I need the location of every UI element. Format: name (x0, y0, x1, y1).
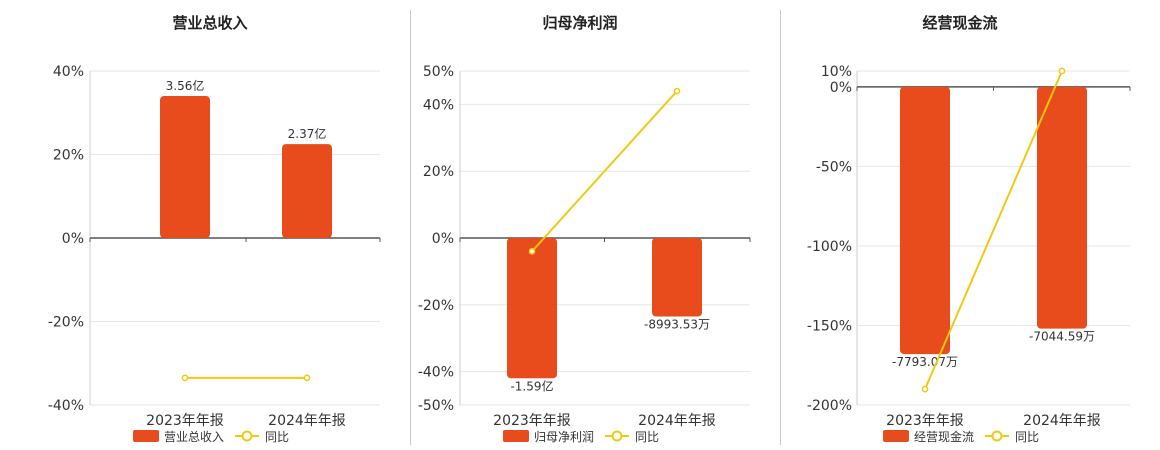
yoy-point (921, 385, 929, 393)
bar-data-label: -7793.07万 (892, 355, 958, 369)
y-tick-label: -20% (48, 315, 84, 331)
legend-line-label: 同比 (635, 430, 659, 444)
bar-data-label: -7044.59万 (1029, 330, 1095, 344)
net-profit-chart-svg: 归母净利润 50% 40% 20% 0% -20% -40% -50% -1.59亿 -8993.… (418, 14, 751, 444)
legend-bar-label: 营业总收入 (164, 430, 224, 444)
y-tick-label: 20% (53, 148, 84, 164)
y-tick-label: 10% (821, 64, 852, 80)
y-tick-label: 40% (53, 64, 84, 80)
y-tick-label: -150% (807, 318, 852, 334)
legend-bar-swatch (133, 430, 159, 442)
x-category-label: 2024年年报 (1023, 413, 1101, 429)
legend-bar-label: 经营现金流 (914, 429, 974, 444)
y-tick-label: -50% (418, 398, 454, 414)
panel-divider (410, 10, 411, 445)
y-tick-label: -200% (807, 398, 852, 414)
revenue-chart-svg: 营业总收入 40% 20% 0% -20% -40% 3.56亿 2.37亿 2023年年报 20… (48, 14, 381, 444)
yoy-line (531, 90, 678, 253)
bar-data-label: -1.59亿 (510, 378, 553, 393)
y-tick-label: 40% (423, 97, 454, 113)
y-tick-label: 0% (830, 80, 852, 96)
yoy-point (181, 374, 189, 382)
yoy-point (673, 87, 681, 95)
chart-title: 归母净利润 (542, 14, 617, 32)
bar-data-label: -8993.53万 (644, 317, 710, 331)
legend-line-label: 同比 (265, 430, 289, 444)
x-category-label: 2024年年报 (638, 413, 716, 429)
bar (652, 238, 702, 317)
y-tick-label: -40% (418, 365, 454, 381)
x-category-label: 2023年年报 (146, 413, 224, 429)
chart-title: 营业总收入 (172, 14, 247, 32)
legend-line-marker (991, 430, 1003, 442)
y-tick-label: 50% (423, 64, 454, 80)
cash-flow-chart-svg: 经营现金流 10%0% -50% -100% -150% -200% -7793.07万 -7… (807, 14, 1131, 444)
bar (160, 96, 210, 238)
chart-panel-net-profit: 归母净利润 50% 40% 20% 0% -20% -40% -50% -1.59亿 -8993.… (370, 0, 751, 450)
y-tick-label: 0% (432, 231, 454, 247)
legend-bar-swatch (503, 430, 529, 442)
yoy-point (1058, 67, 1066, 75)
y-tick-label: -50% (816, 159, 852, 175)
chart-title: 经营现金流 (922, 14, 997, 32)
y-tick-label: -40% (48, 398, 84, 414)
bar-data-label: 2.37亿 (288, 126, 327, 141)
bar (900, 86, 950, 355)
yoy-point (528, 248, 536, 255)
y-tick-label: -20% (418, 298, 454, 314)
legend-bar-swatch (883, 430, 909, 442)
bar (507, 238, 557, 379)
bar (282, 144, 332, 238)
y-tick-label: 20% (423, 164, 454, 180)
legend-line-marker (241, 430, 253, 442)
yoy-point (303, 374, 311, 382)
y-tick-label: -100% (807, 239, 852, 255)
chart-panel-revenue: 营业总收入 40% 20% 0% -20% -40% 3.56亿 2.37亿 2023年年报 20… (0, 0, 381, 450)
legend-line-marker (611, 430, 623, 442)
bar (1037, 86, 1087, 329)
chart-panel-cash-flow: 经营现金流 10% 0% -50% -100% -150% -200% -7793.07万 -7… (740, 0, 1131, 450)
x-category-label: 2024年年报 (268, 413, 346, 429)
x-category-label: 2023年年报 (493, 413, 571, 429)
panel-divider (780, 10, 781, 445)
x-category-label: 2023年年报 (886, 413, 964, 429)
yoy-line (924, 70, 1063, 390)
y-tick-label: 0% (62, 231, 84, 247)
legend-bar-label: 归母净利润 (534, 430, 594, 444)
bar-data-label: 3.56亿 (166, 78, 205, 93)
legend-line-label: 同比 (1015, 430, 1039, 444)
